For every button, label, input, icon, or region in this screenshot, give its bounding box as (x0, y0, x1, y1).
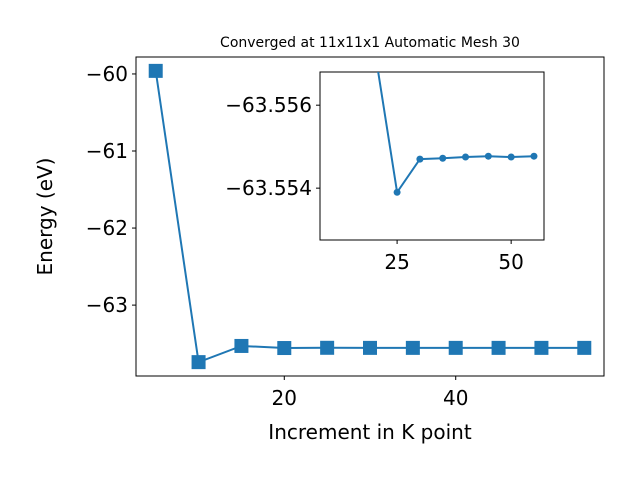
x-tick-label: 25 (384, 250, 409, 274)
x-tick-label: 40 (443, 386, 468, 410)
y-axis-label: Energy (eV) (33, 158, 57, 276)
marker (320, 340, 335, 355)
marker (534, 340, 549, 355)
marker (416, 155, 424, 163)
series-group (148, 63, 592, 370)
marker (577, 340, 592, 355)
marker (148, 63, 163, 78)
chart-title: Converged at 11x11x1 Automatic Mesh 30 (220, 35, 520, 51)
y-tick-label: −61 (86, 139, 128, 163)
marker (507, 153, 515, 161)
marker (393, 188, 401, 196)
marker (462, 153, 470, 161)
marker (491, 340, 506, 355)
y-tick-label: −63.554 (225, 176, 312, 200)
marker (191, 355, 206, 370)
marker (530, 152, 538, 160)
marker (484, 152, 492, 160)
series-group (377, 72, 538, 196)
marker (405, 340, 420, 355)
series-line (377, 72, 534, 195)
marker (234, 338, 249, 353)
x-tick-label: 20 (272, 386, 297, 410)
y-tick-label: −62 (86, 216, 128, 240)
x-tick-label: 50 (498, 250, 523, 274)
marker (448, 340, 463, 355)
y-tick-label: −63 (86, 293, 128, 317)
marker (277, 341, 292, 356)
x-axis-label: Increment in K point (268, 420, 472, 444)
y-tick-label: −63.556 (225, 93, 312, 117)
marker (439, 154, 447, 162)
marker (363, 340, 377, 355)
y-tick-label: −60 (86, 62, 128, 86)
